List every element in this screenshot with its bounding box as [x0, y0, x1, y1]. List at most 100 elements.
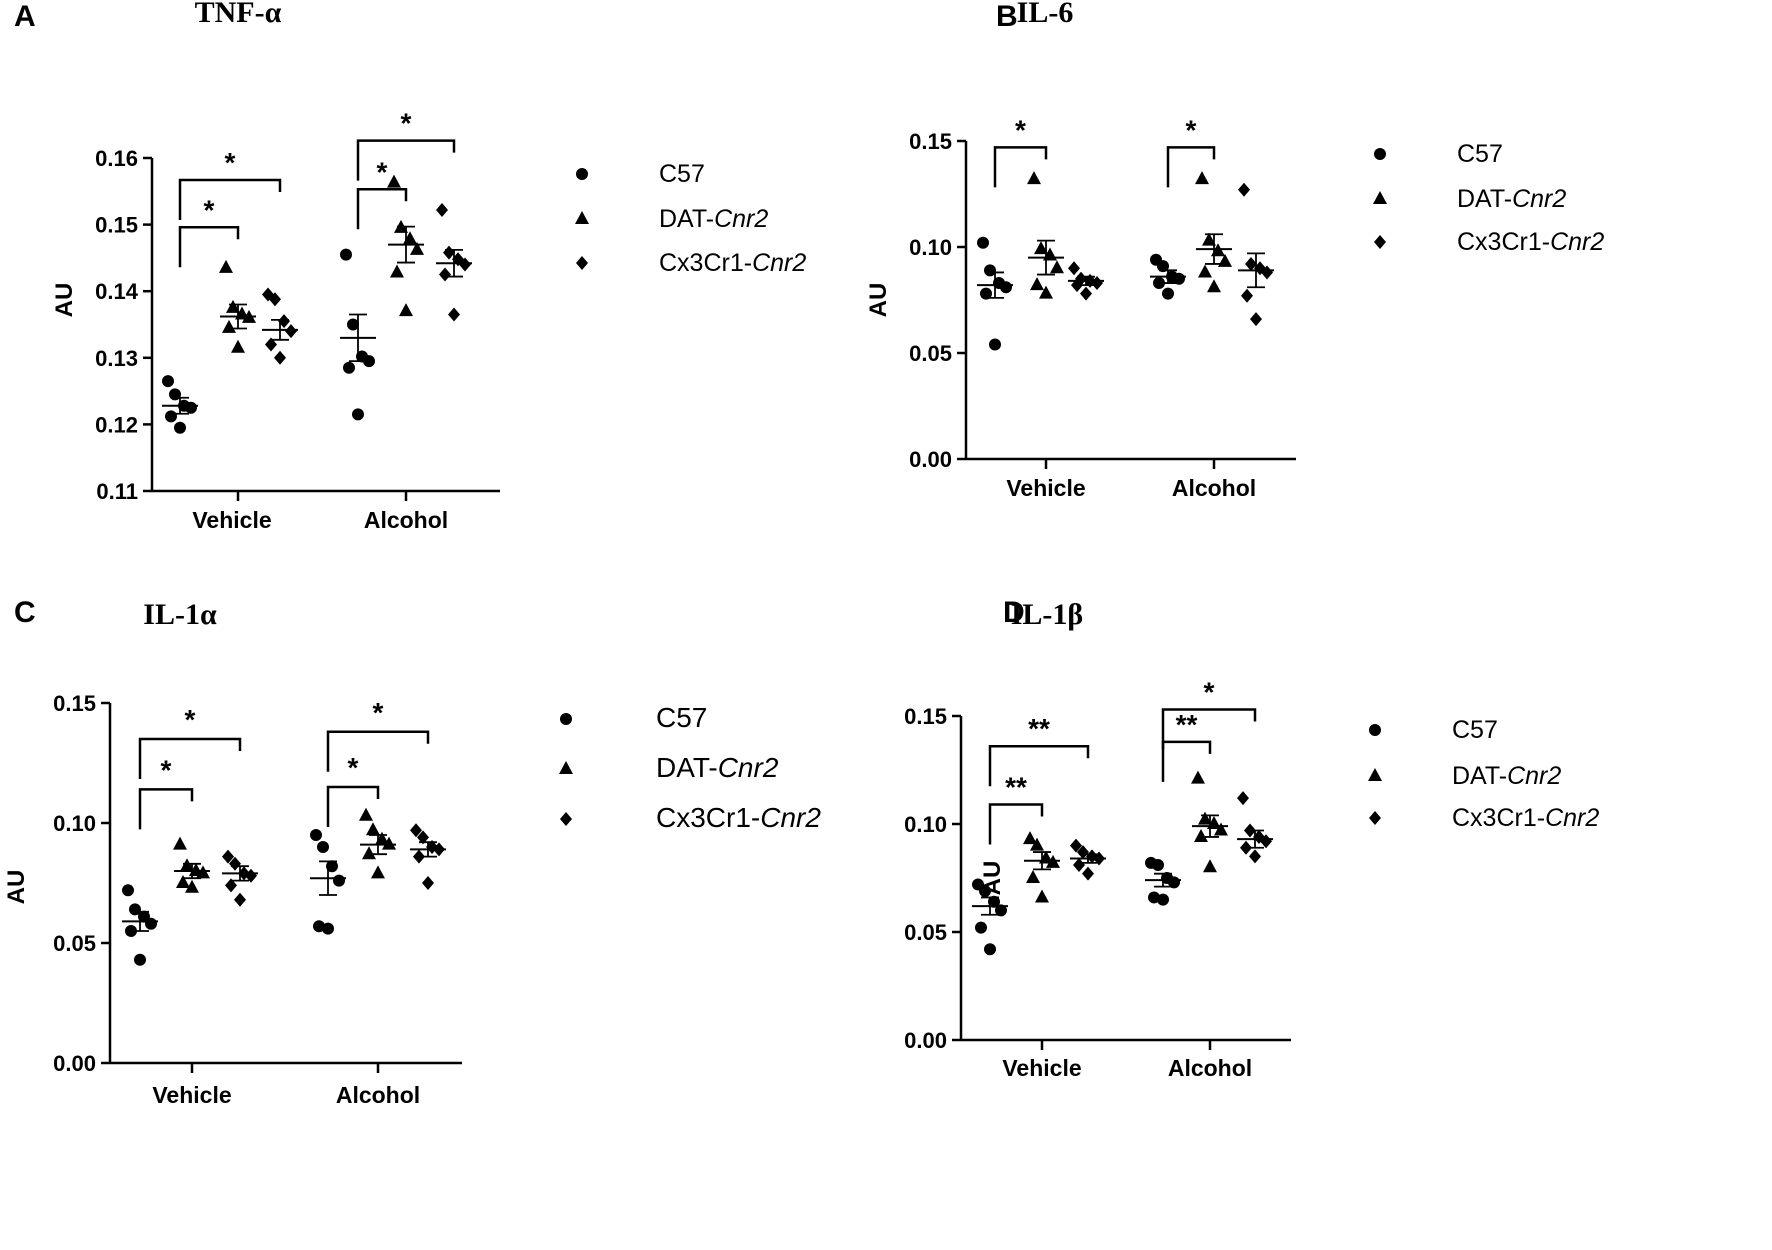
- data-point-circle: [310, 829, 322, 841]
- legend-label-text: DAT-: [1457, 185, 1512, 213]
- data-point-circle: [363, 355, 375, 368]
- data-point-diamond: [229, 856, 241, 871]
- panel-label: B: [996, 0, 1018, 33]
- data-point-circle: [340, 248, 352, 261]
- legend-label: C57: [1452, 716, 1498, 744]
- data-point-triangle: [390, 264, 404, 278]
- significance-marker: *: [225, 147, 236, 178]
- chart-title: TNF-α: [195, 0, 282, 29]
- data-point-triangle: [1368, 768, 1382, 781]
- data-point-circle: [122, 884, 134, 897]
- legend-item: Cx3Cr1-Cnr2: [560, 802, 821, 833]
- significance-marker: *: [373, 697, 384, 728]
- legend-label-text: Cx3Cr1-: [1452, 804, 1545, 832]
- legend-label: Cx3Cr1-Cnr2: [1457, 228, 1604, 256]
- legend-label-italic: Cnr2: [1512, 185, 1566, 213]
- data-point-triangle: [575, 211, 589, 224]
- significance-marker: *: [1015, 114, 1026, 145]
- x-category-label: Alcohol: [364, 507, 448, 533]
- data-point-triangle: [180, 858, 194, 872]
- legend-label-italic: Cnr2: [760, 802, 821, 833]
- y-tick-label: 0.15: [909, 129, 952, 154]
- legend-label: DAT-Cnr2: [656, 752, 779, 783]
- data-point-triangle: [1026, 870, 1040, 883]
- data-point-circle: [560, 713, 572, 725]
- data-point-diamond: [1249, 849, 1261, 864]
- data-point-triangle: [1030, 277, 1044, 291]
- data-point-circle: [1000, 281, 1012, 294]
- data-point-triangle: [359, 807, 373, 821]
- data-point-diamond: [422, 876, 434, 890]
- legend-item: C57: [576, 160, 705, 188]
- data-point-circle: [174, 421, 186, 434]
- legend-label: C57: [659, 160, 705, 188]
- legend-item: C57: [1374, 140, 1503, 168]
- data-point-diamond: [1073, 858, 1085, 873]
- panel-a: A TNF-α 0.11 0.12 0.13 0.14 0.15 0.16 AU Vehicle A…: [14, 0, 806, 533]
- legend-label-text: C57: [659, 160, 705, 188]
- data-point-circle: [322, 922, 334, 935]
- data-point-circle: [576, 168, 588, 180]
- legend-label-text: Cx3Cr1-: [656, 802, 760, 833]
- data-point-diamond: [285, 324, 297, 339]
- legend-label-text: DAT-: [659, 205, 714, 233]
- data-point-diamond: [560, 812, 572, 826]
- data-point-circle: [326, 860, 338, 873]
- data-point-circle: [1369, 724, 1381, 736]
- data-point-circle: [185, 401, 197, 414]
- data-point-diamond: [459, 257, 471, 272]
- legend-label-text: Cx3Cr1-: [659, 249, 752, 277]
- data-point-triangle: [371, 865, 385, 879]
- panel-c: C IL-1α 0.00 0.05 0.10 0.15 AU Vehicle Alcohol * *…: [3, 596, 821, 1108]
- data-point-diamond: [439, 267, 451, 282]
- legend-label-italic: Cnr2: [752, 249, 806, 277]
- y-axis-label: AU: [51, 283, 78, 318]
- data-point-diamond: [448, 307, 460, 322]
- data-point-circle: [162, 375, 174, 388]
- data-point-diamond: [225, 878, 237, 893]
- legend-label: C57: [1457, 140, 1503, 168]
- legend-label-italic: Cnr2: [1507, 762, 1561, 790]
- data-point-triangle: [1027, 171, 1041, 185]
- data-point-triangle: [1050, 260, 1064, 274]
- significance-marker: *: [1186, 114, 1197, 145]
- y-tick-label: 0.11: [96, 479, 138, 504]
- y-tick-label: 0.15: [53, 691, 96, 716]
- significance-marker: *: [377, 156, 388, 187]
- data-point-circle: [343, 361, 355, 374]
- data-point-triangle: [173, 836, 187, 850]
- legend-label-text: Cx3Cr1-: [1457, 228, 1550, 256]
- y-tick-label: 0.16: [95, 146, 138, 171]
- data-point-triangle: [1194, 828, 1208, 842]
- legend-label: C57: [656, 702, 707, 733]
- y-tick-label: 0.14: [95, 279, 139, 304]
- data-point-diamond: [410, 823, 422, 838]
- significance-marker: *: [185, 704, 196, 735]
- data-point-circle: [333, 874, 345, 887]
- data-point-diamond: [1068, 261, 1080, 276]
- data-point-triangle: [1023, 831, 1037, 845]
- data-point-triangle: [185, 879, 199, 893]
- panel-b: BIL-6 0.00 0.05 0.10 0.15 AU Vehicle Alcohol * * C…: [865, 0, 1604, 501]
- legend-label-text: C57: [1457, 140, 1503, 168]
- y-tick-label: 0.12: [95, 412, 138, 437]
- data-point-circle: [352, 408, 364, 421]
- significance-bracket: [326, 730, 430, 772]
- significance-marker: *: [204, 194, 215, 225]
- significance-marker: *: [161, 754, 172, 785]
- y-tick-label: 0.00: [53, 1051, 96, 1076]
- legend-item: Cx3Cr1-Cnr2: [1374, 228, 1604, 256]
- data-point-diamond: [576, 256, 588, 270]
- legend-label-italic: Cnr2: [718, 752, 779, 783]
- data-point-diamond: [274, 350, 286, 365]
- panel-label: D: [1003, 596, 1025, 629]
- significance-bracket: [326, 785, 380, 827]
- x-category-label: Vehicle: [1006, 475, 1085, 501]
- significance-bracket: [356, 139, 456, 181]
- data-point-triangle: [1195, 171, 1209, 185]
- significance-marker: *: [1204, 677, 1215, 708]
- data-point-circle: [134, 953, 146, 966]
- data-point-triangle: [1030, 837, 1044, 851]
- significance-bracket: [178, 226, 240, 268]
